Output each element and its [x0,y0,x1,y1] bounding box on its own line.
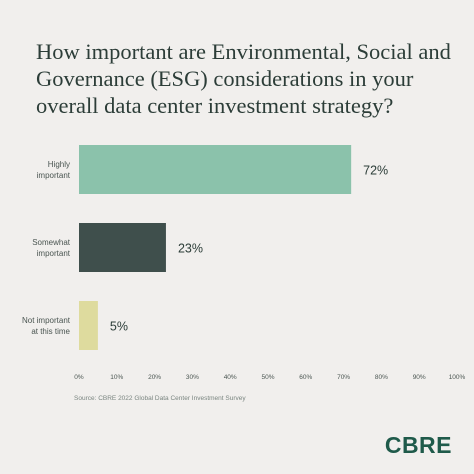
x-tick-label-7: 70% [337,374,350,381]
value-label-0: 72% [363,164,388,178]
category-label-2-0: Not important [22,316,71,325]
value-label-2: 5% [110,320,128,334]
source-note: Source: CBRE 2022 Global Data Center Inv… [74,395,246,402]
cbre-logo: CBRE [384,432,452,458]
value-label-1: 23% [178,242,203,256]
x-tick-label-10: 100% [449,374,466,381]
bar-2 [79,301,98,350]
category-label-2-1: at this time [31,327,70,336]
x-tick-label-1: 10% [110,374,123,381]
chart-title: How important are Environmental, Social … [36,39,451,118]
x-tick-label-5: 50% [261,374,274,381]
x-tick-label-2: 20% [148,374,161,381]
x-tick-label-0: 0% [74,374,84,381]
x-tick-label-8: 80% [375,374,388,381]
x-tick-label-3: 30% [186,374,199,381]
category-label-0-0: Highly [48,160,70,169]
bar-0 [79,145,352,194]
category-label-1-1: important [37,249,71,258]
x-tick-label-9: 90% [413,374,426,381]
x-tick-label-6: 60% [299,374,312,381]
category-label-1-0: Somewhat [32,238,71,247]
category-label-0-1: important [37,171,71,180]
bar-1 [79,223,166,272]
x-tick-label-4: 40% [224,374,237,381]
